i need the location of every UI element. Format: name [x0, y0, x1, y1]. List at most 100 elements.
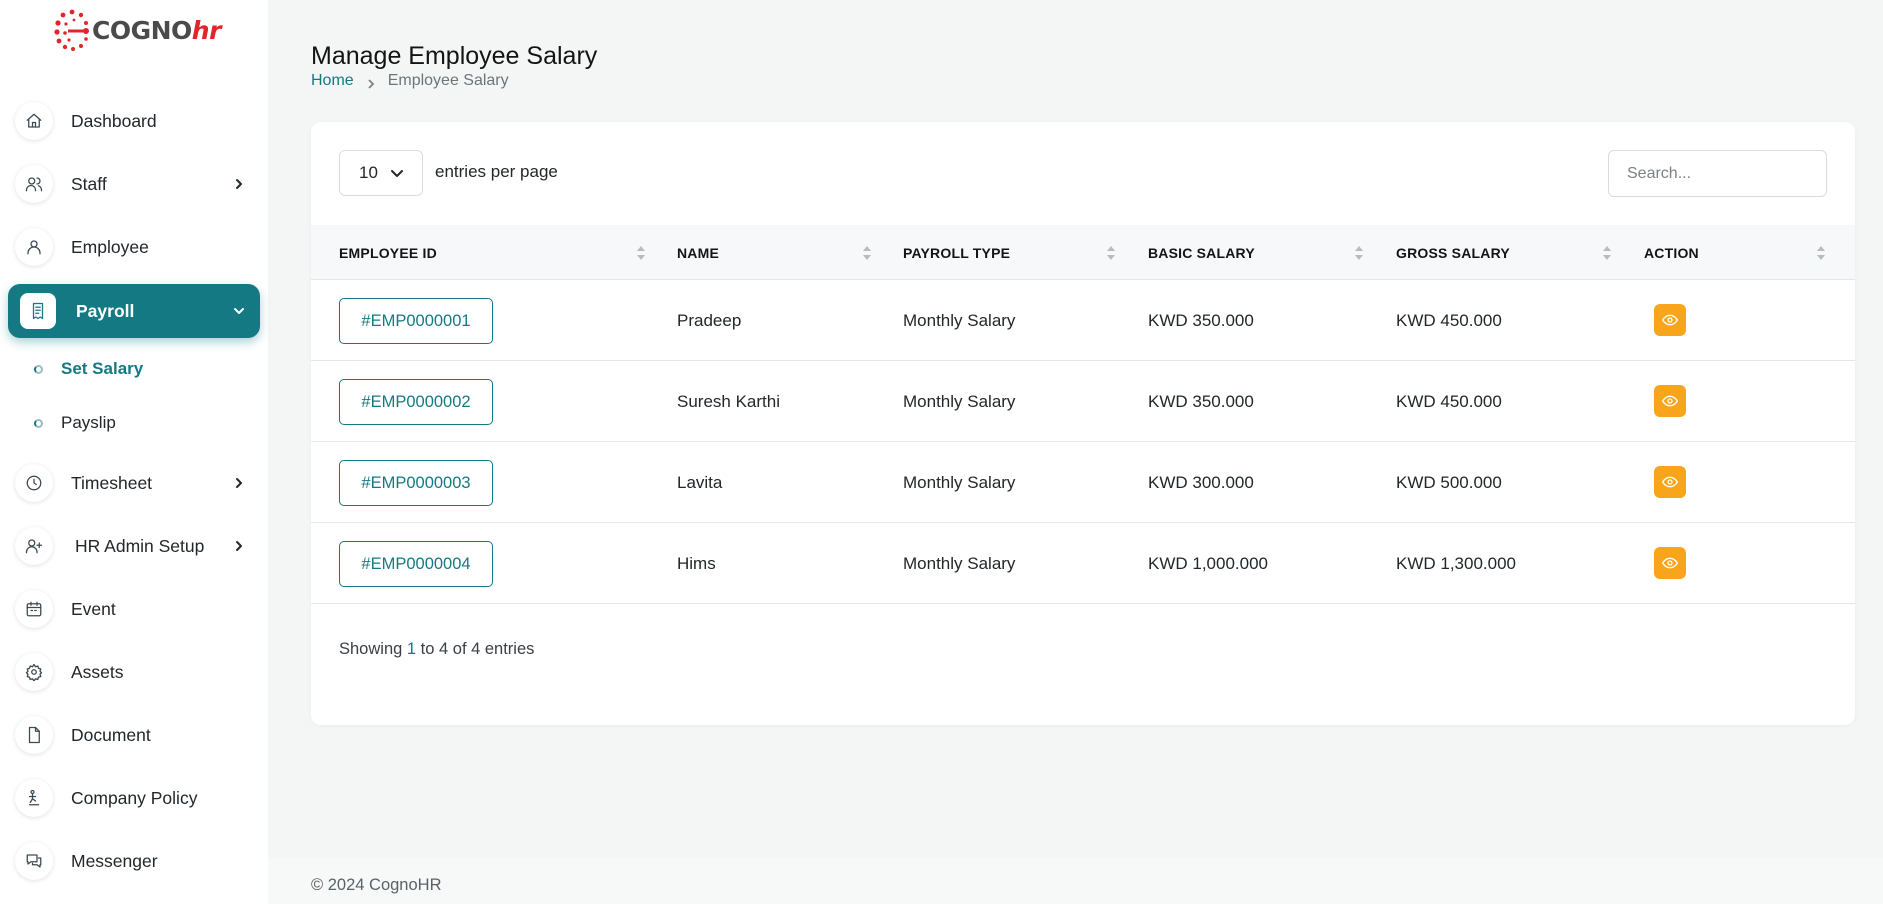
- sidebar-item-company-policy[interactable]: Company Policy: [8, 771, 260, 825]
- sort-icon[interactable]: [1354, 245, 1364, 261]
- gross-salary: KWD 500.000: [1396, 472, 1502, 492]
- table-header: EMPLOYEE ID NAME PAYROLL TYPE BASIC SALA…: [311, 225, 1855, 280]
- logo[interactable]: COGNOhr: [52, 8, 221, 52]
- sort-icon[interactable]: [636, 245, 646, 261]
- employee-name: Lavita: [677, 472, 723, 492]
- pagination-info: Showing 1 to 4 of 4 entries: [339, 640, 535, 658]
- sidebar-item-timesheet[interactable]: Timesheet: [8, 456, 260, 510]
- sidebar-item-label: Dashboard: [71, 110, 157, 131]
- table-row: #EMP0000003 Lavita Monthly Salary KWD 30…: [311, 442, 1855, 523]
- entries-value: 10: [359, 163, 378, 182]
- column-header-payroll-type[interactable]: PAYROLL TYPE: [903, 244, 1011, 261]
- payroll-type: Monthly Salary: [903, 310, 1016, 330]
- sidebar-item-staff[interactable]: Staff: [8, 157, 260, 211]
- employee-id-button[interactable]: #EMP0000003: [339, 460, 493, 506]
- calendar-icon: [15, 590, 53, 628]
- gear-icon: [15, 653, 53, 691]
- view-button[interactable]: [1654, 385, 1686, 417]
- chevron-right-icon: [366, 76, 376, 89]
- eye-icon: [1662, 395, 1678, 407]
- page-title: Manage Employee Salary: [311, 42, 598, 70]
- clock-icon: [15, 464, 53, 502]
- table-row: #EMP0000001 Pradeep Monthly Salary KWD 3…: [311, 280, 1855, 361]
- sort-icon[interactable]: [1602, 245, 1612, 261]
- breadcrumb: Home Employee Salary: [311, 72, 509, 90]
- user-icon: [15, 228, 53, 266]
- user-plus-icon: [15, 527, 53, 565]
- sidebar-item-label: Messenger: [71, 850, 158, 871]
- bullet-icon: [34, 364, 43, 374]
- column-header-name[interactable]: NAME: [677, 244, 720, 261]
- column-header-employee-id[interactable]: EMPLOYEE ID: [339, 244, 437, 261]
- table-row: #EMP0000002 Suresh Karthi Monthly Salary…: [311, 361, 1855, 442]
- view-button[interactable]: [1654, 547, 1686, 579]
- eye-icon: [1662, 557, 1678, 569]
- employee-name: Hims: [677, 553, 716, 573]
- payroll-type: Monthly Salary: [903, 472, 1016, 492]
- eye-icon: [1662, 314, 1678, 326]
- payroll-type: Monthly Salary: [903, 391, 1016, 411]
- sort-icon[interactable]: [1106, 245, 1116, 261]
- gross-salary: KWD 450.000: [1396, 310, 1502, 330]
- breadcrumb-current: Employee Salary: [387, 72, 509, 89]
- sidebar-item-label: Assets: [71, 661, 124, 682]
- sort-icon[interactable]: [1816, 245, 1826, 261]
- view-button[interactable]: [1654, 304, 1686, 336]
- footer: © 2024 CognoHR: [268, 858, 1883, 904]
- sidebar-item-label: Event: [71, 598, 116, 619]
- column-header-gross-salary[interactable]: GROSS SALARY: [1396, 244, 1510, 261]
- copyright: © 2024 CognoHR: [311, 876, 442, 894]
- users-icon: [15, 165, 53, 203]
- eye-icon: [1662, 476, 1678, 488]
- sidebar-subitem-label: Payslip: [61, 413, 116, 432]
- basic-salary: KWD 350.000: [1148, 310, 1254, 330]
- salary-table-card: 10 entries per page EMPLOYEE ID NAME PAY…: [311, 122, 1855, 725]
- sidebar-item-assets[interactable]: Assets: [8, 645, 260, 699]
- entries-per-page-select[interactable]: 10: [339, 150, 423, 196]
- sidebar-item-label: Payroll: [76, 300, 135, 321]
- sidebar-item-document[interactable]: Document: [8, 708, 260, 762]
- employee-id-button[interactable]: #EMP0000004: [339, 541, 493, 587]
- employee-name: Suresh Karthi: [677, 391, 780, 411]
- bullet-icon: [34, 418, 43, 428]
- column-header-basic-salary[interactable]: BASIC SALARY: [1148, 244, 1255, 261]
- gross-salary: KWD 1,300.000: [1396, 553, 1517, 573]
- chevron-right-icon: [232, 177, 246, 191]
- file-icon: [15, 716, 53, 754]
- sidebar-item-messenger[interactable]: Messenger: [8, 834, 260, 888]
- search-input[interactable]: [1608, 150, 1827, 197]
- table-row: #EMP0000004 Hims Monthly Salary KWD 1,00…: [311, 523, 1855, 604]
- gross-salary: KWD 450.000: [1396, 391, 1502, 411]
- sidebar-item-dashboard[interactable]: Dashboard: [8, 94, 260, 148]
- sidebar-subitem-set-salary[interactable]: Set Salary: [34, 354, 143, 384]
- payroll-type: Monthly Salary: [903, 553, 1016, 573]
- basic-salary: KWD 1,000.000: [1148, 553, 1269, 573]
- policy-icon: [15, 779, 53, 817]
- receipt-icon: [20, 293, 56, 329]
- sidebar-subitem-label: Set Salary: [61, 359, 144, 378]
- sidebar-item-payroll[interactable]: Payroll: [8, 284, 260, 338]
- basic-salary: KWD 300.000: [1148, 472, 1254, 492]
- basic-salary: KWD 350.000: [1148, 391, 1254, 411]
- sidebar-subitem-payslip[interactable]: Payslip: [34, 408, 116, 438]
- sidebar-item-label: Employee: [71, 236, 149, 257]
- sidebar-item-label: Timesheet: [71, 472, 153, 493]
- entries-per-page-label: entries per page: [435, 162, 558, 181]
- sidebar-item-label: Company Policy: [71, 787, 198, 808]
- sidebar-item-event[interactable]: Event: [8, 582, 260, 636]
- logo-text: COGNOhr: [92, 15, 221, 45]
- chevron-down-icon: [391, 170, 403, 177]
- view-button[interactable]: [1654, 466, 1686, 498]
- chevron-right-icon: [232, 539, 246, 553]
- sidebar: COGNOhr Dashboard Staff Employee Payroll…: [0, 0, 268, 904]
- column-header-action[interactable]: ACTION: [1644, 244, 1699, 261]
- employee-id-button[interactable]: #EMP0000002: [339, 379, 493, 425]
- employee-id-button[interactable]: #EMP0000001: [339, 298, 493, 344]
- logo-icon: [54, 9, 89, 51]
- sort-icon[interactable]: [862, 245, 872, 261]
- sidebar-item-label: HR Admin Setup: [75, 535, 205, 556]
- chat-icon: [15, 842, 53, 880]
- breadcrumb-home-link[interactable]: Home: [311, 72, 354, 89]
- sidebar-item-hr-admin-setup[interactable]: HR Admin Setup: [8, 519, 260, 573]
- sidebar-item-employee[interactable]: Employee: [8, 220, 260, 274]
